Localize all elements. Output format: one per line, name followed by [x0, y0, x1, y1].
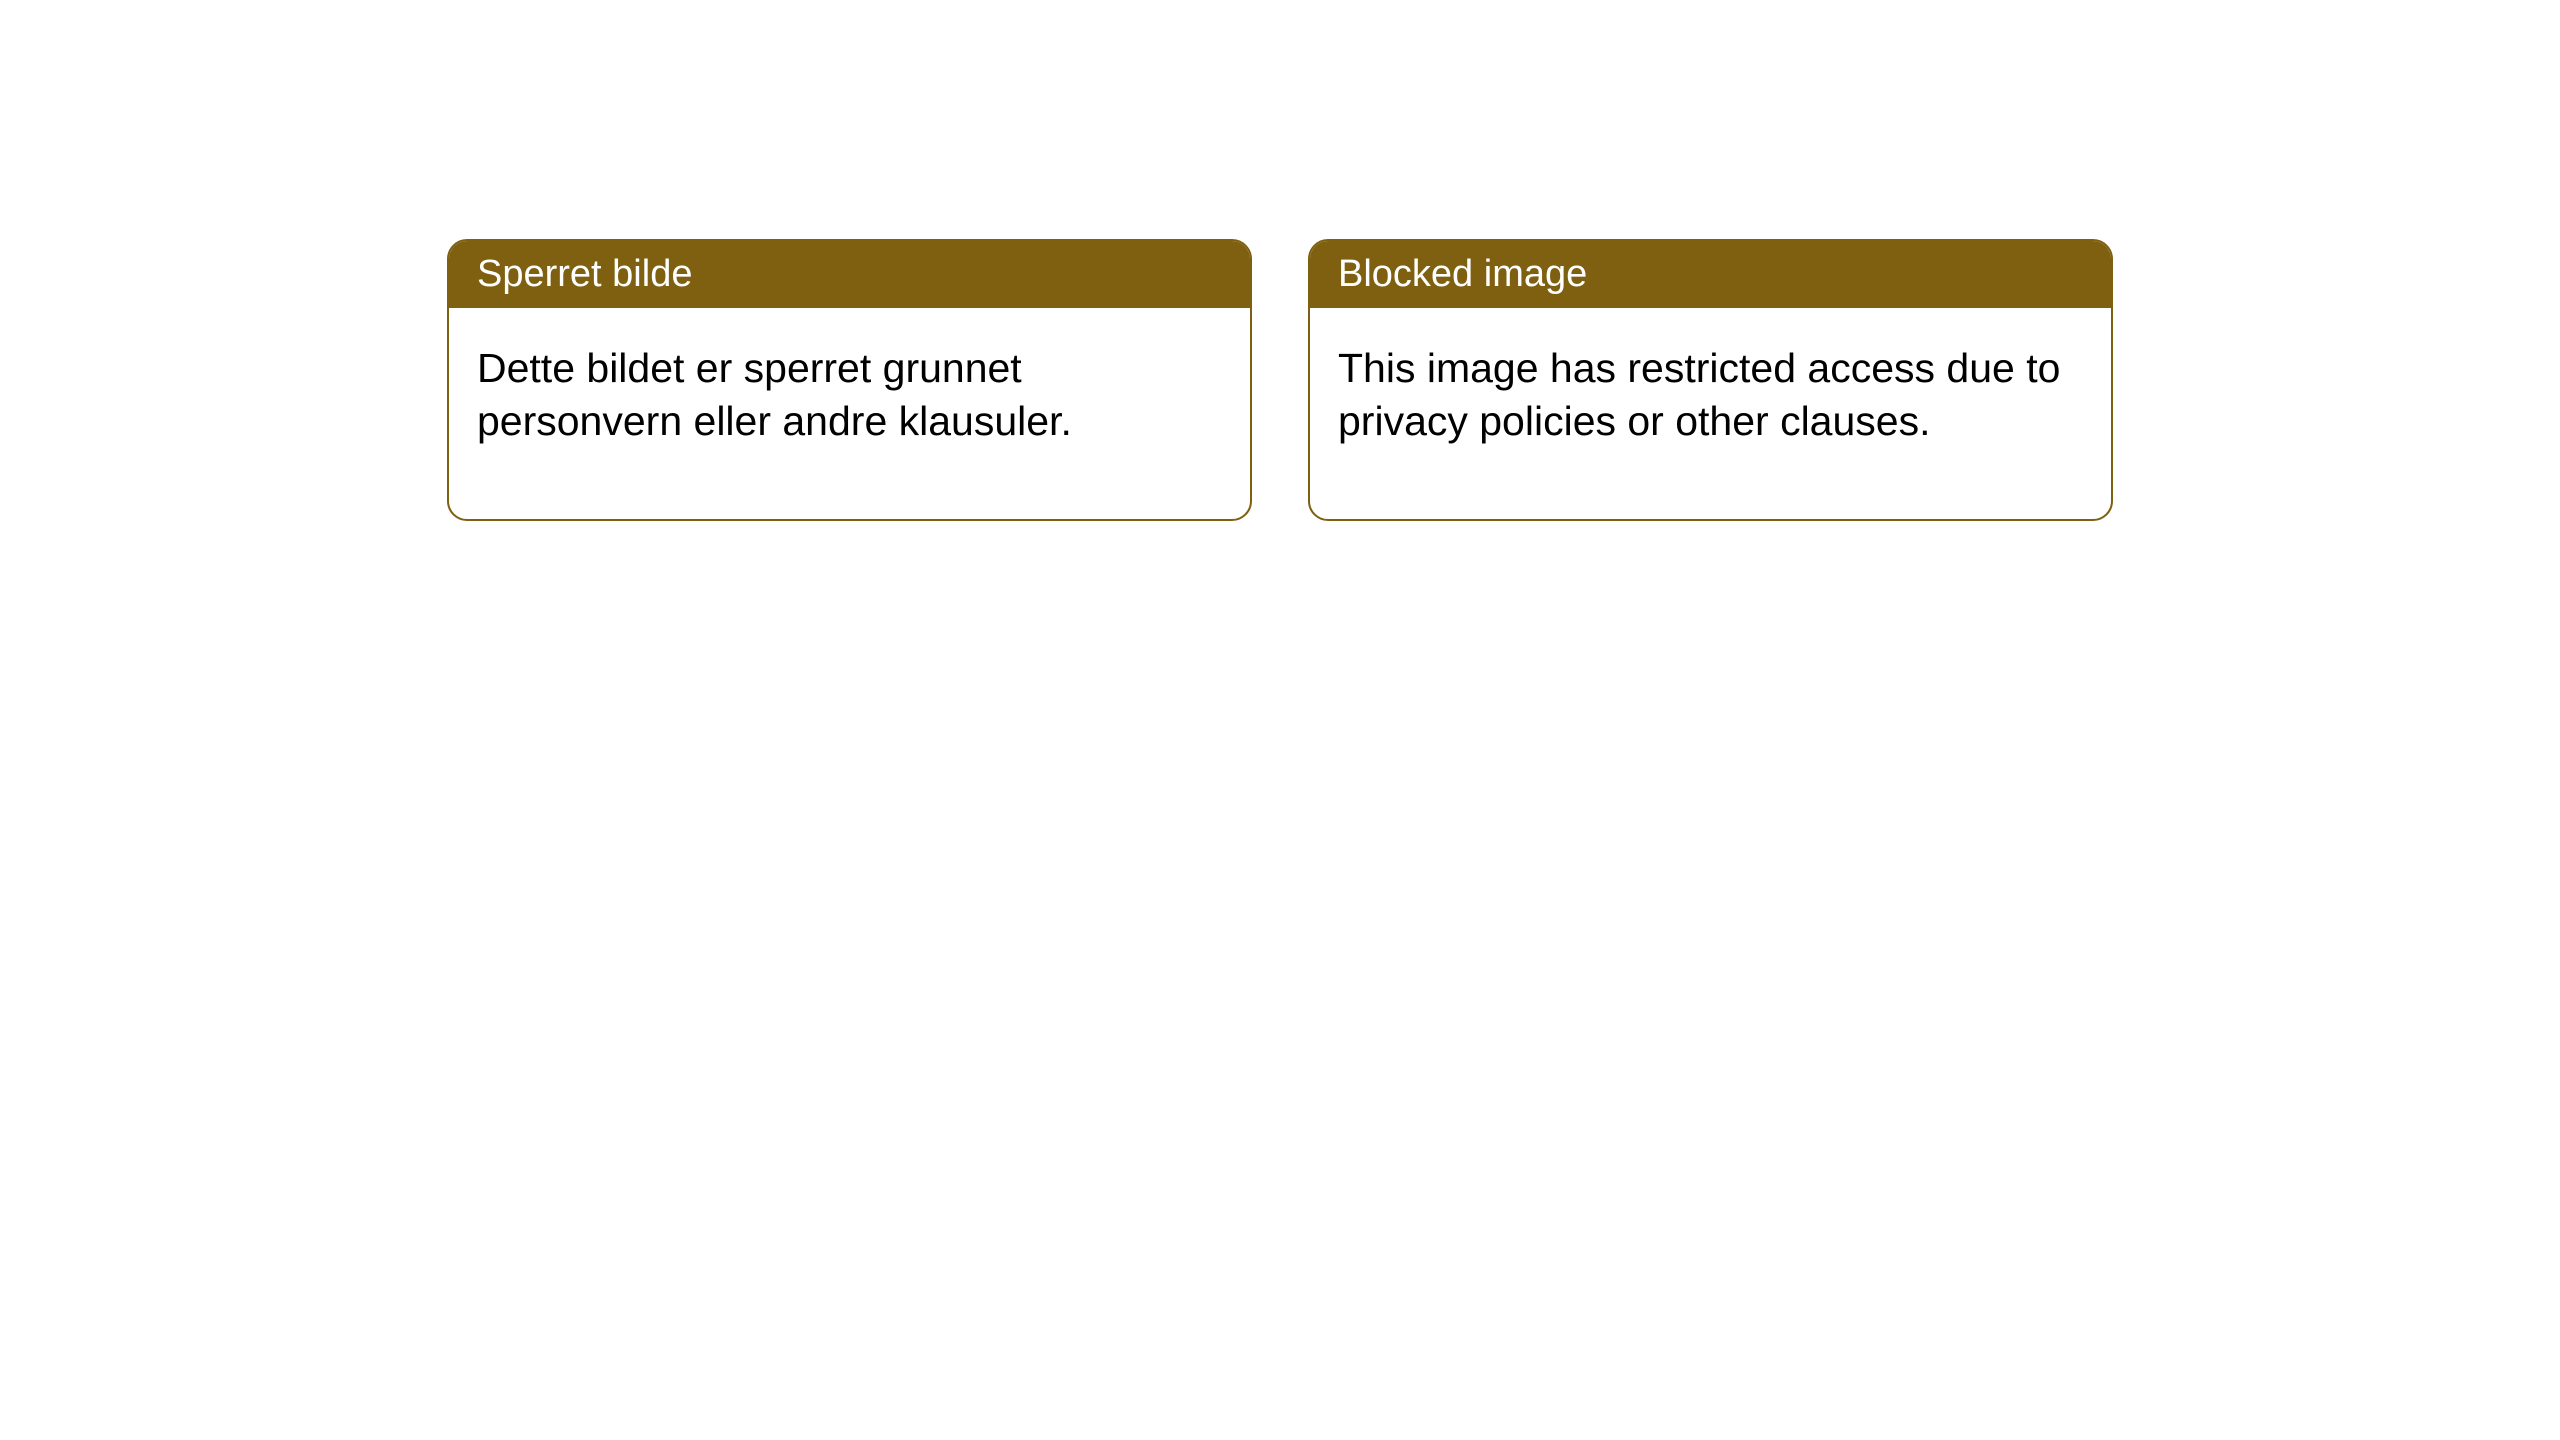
card-body-en: This image has restricted access due to …	[1310, 308, 2111, 519]
cards-container: Sperret bilde Dette bildet er sperret gr…	[447, 239, 2113, 521]
card-body-no: Dette bildet er sperret grunnet personve…	[449, 308, 1250, 519]
blocked-image-card-no: Sperret bilde Dette bildet er sperret gr…	[447, 239, 1252, 521]
card-text-en: This image has restricted access due to …	[1338, 345, 2060, 444]
blocked-image-card-en: Blocked image This image has restricted …	[1308, 239, 2113, 521]
card-title-no: Sperret bilde	[477, 253, 692, 295]
card-header-en: Blocked image	[1310, 241, 2111, 308]
card-header-no: Sperret bilde	[449, 241, 1250, 308]
card-text-no: Dette bildet er sperret grunnet personve…	[477, 345, 1072, 444]
card-title-en: Blocked image	[1338, 253, 1587, 295]
